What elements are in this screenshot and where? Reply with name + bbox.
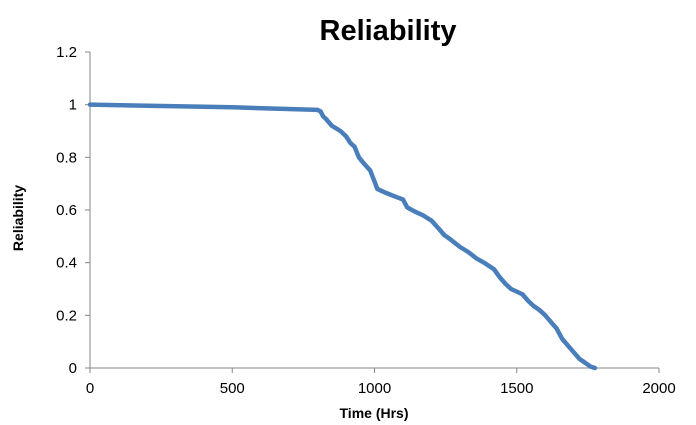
chart-title: Reliability xyxy=(320,15,457,47)
x-tick-label: 2000 xyxy=(642,380,675,397)
x-axis-ticks: 0 500 1000 1500 2000 xyxy=(86,368,676,397)
x-tick-label: 0 xyxy=(86,380,94,397)
y-axis-title: Reliability xyxy=(10,185,26,251)
y-tick-label: 0.4 xyxy=(56,255,77,272)
x-axis-title: Time (Hrs) xyxy=(340,405,409,421)
y-tick-label: 0 xyxy=(69,360,77,377)
y-tick-label: 1 xyxy=(69,97,77,114)
y-tick-label: 0.8 xyxy=(56,149,77,166)
x-tick-label: 1500 xyxy=(500,380,533,397)
y-tick-label: 1.2 xyxy=(56,44,77,61)
y-tick-label: 0.6 xyxy=(56,202,77,219)
x-tick-label: 500 xyxy=(220,380,245,397)
y-tick-label: 0.2 xyxy=(56,307,77,324)
series-line-reliability xyxy=(87,102,598,371)
y-axis-ticks: 0 0.2 0.4 0.6 0.8 1 1.2 xyxy=(56,44,90,377)
x-tick-label: 1000 xyxy=(358,380,391,397)
